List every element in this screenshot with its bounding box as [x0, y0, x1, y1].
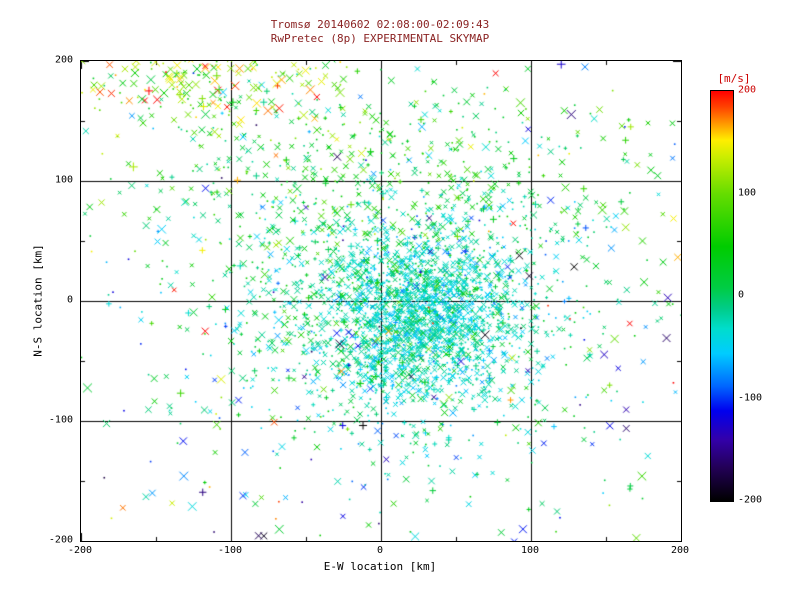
tick-label: -100 [48, 414, 73, 426]
tick-label: 100 [520, 545, 540, 556]
plot-title: Tromsø 20140602 02:08:00-02:09:43 [270, 18, 490, 31]
tick-label: -200 [67, 545, 93, 556]
plot-subtitle: RwPretec (8p) EXPERIMENTAL SKYMAP [270, 32, 490, 45]
x-axis-label: E-W location [km] [323, 560, 437, 573]
y-axis-label: N-S location [km] [31, 244, 45, 357]
tick-label: -200 [738, 494, 763, 506]
tick-label: 0 [376, 545, 384, 556]
title-block: Tromsø 20140602 02:08:00-02:09:43 RwPret… [80, 18, 680, 46]
tick-label: -200 [48, 534, 73, 546]
tick-label: -100 [738, 392, 763, 403]
tick-label: 0 [738, 289, 745, 301]
tick-label: -100 [217, 545, 243, 556]
tick-label: 100 [738, 187, 757, 198]
tick-label: 200 [54, 54, 73, 66]
colorbar-units-label: [m/s] [717, 72, 751, 85]
tick-label: 200 [670, 545, 690, 556]
tick-label: 200 [738, 84, 757, 96]
tick-label: 0 [66, 294, 73, 306]
tick-label: 100 [54, 174, 73, 186]
skymap-scatter-canvas [81, 61, 681, 541]
plot-area [80, 60, 682, 542]
velocity-colorbar [710, 90, 734, 502]
